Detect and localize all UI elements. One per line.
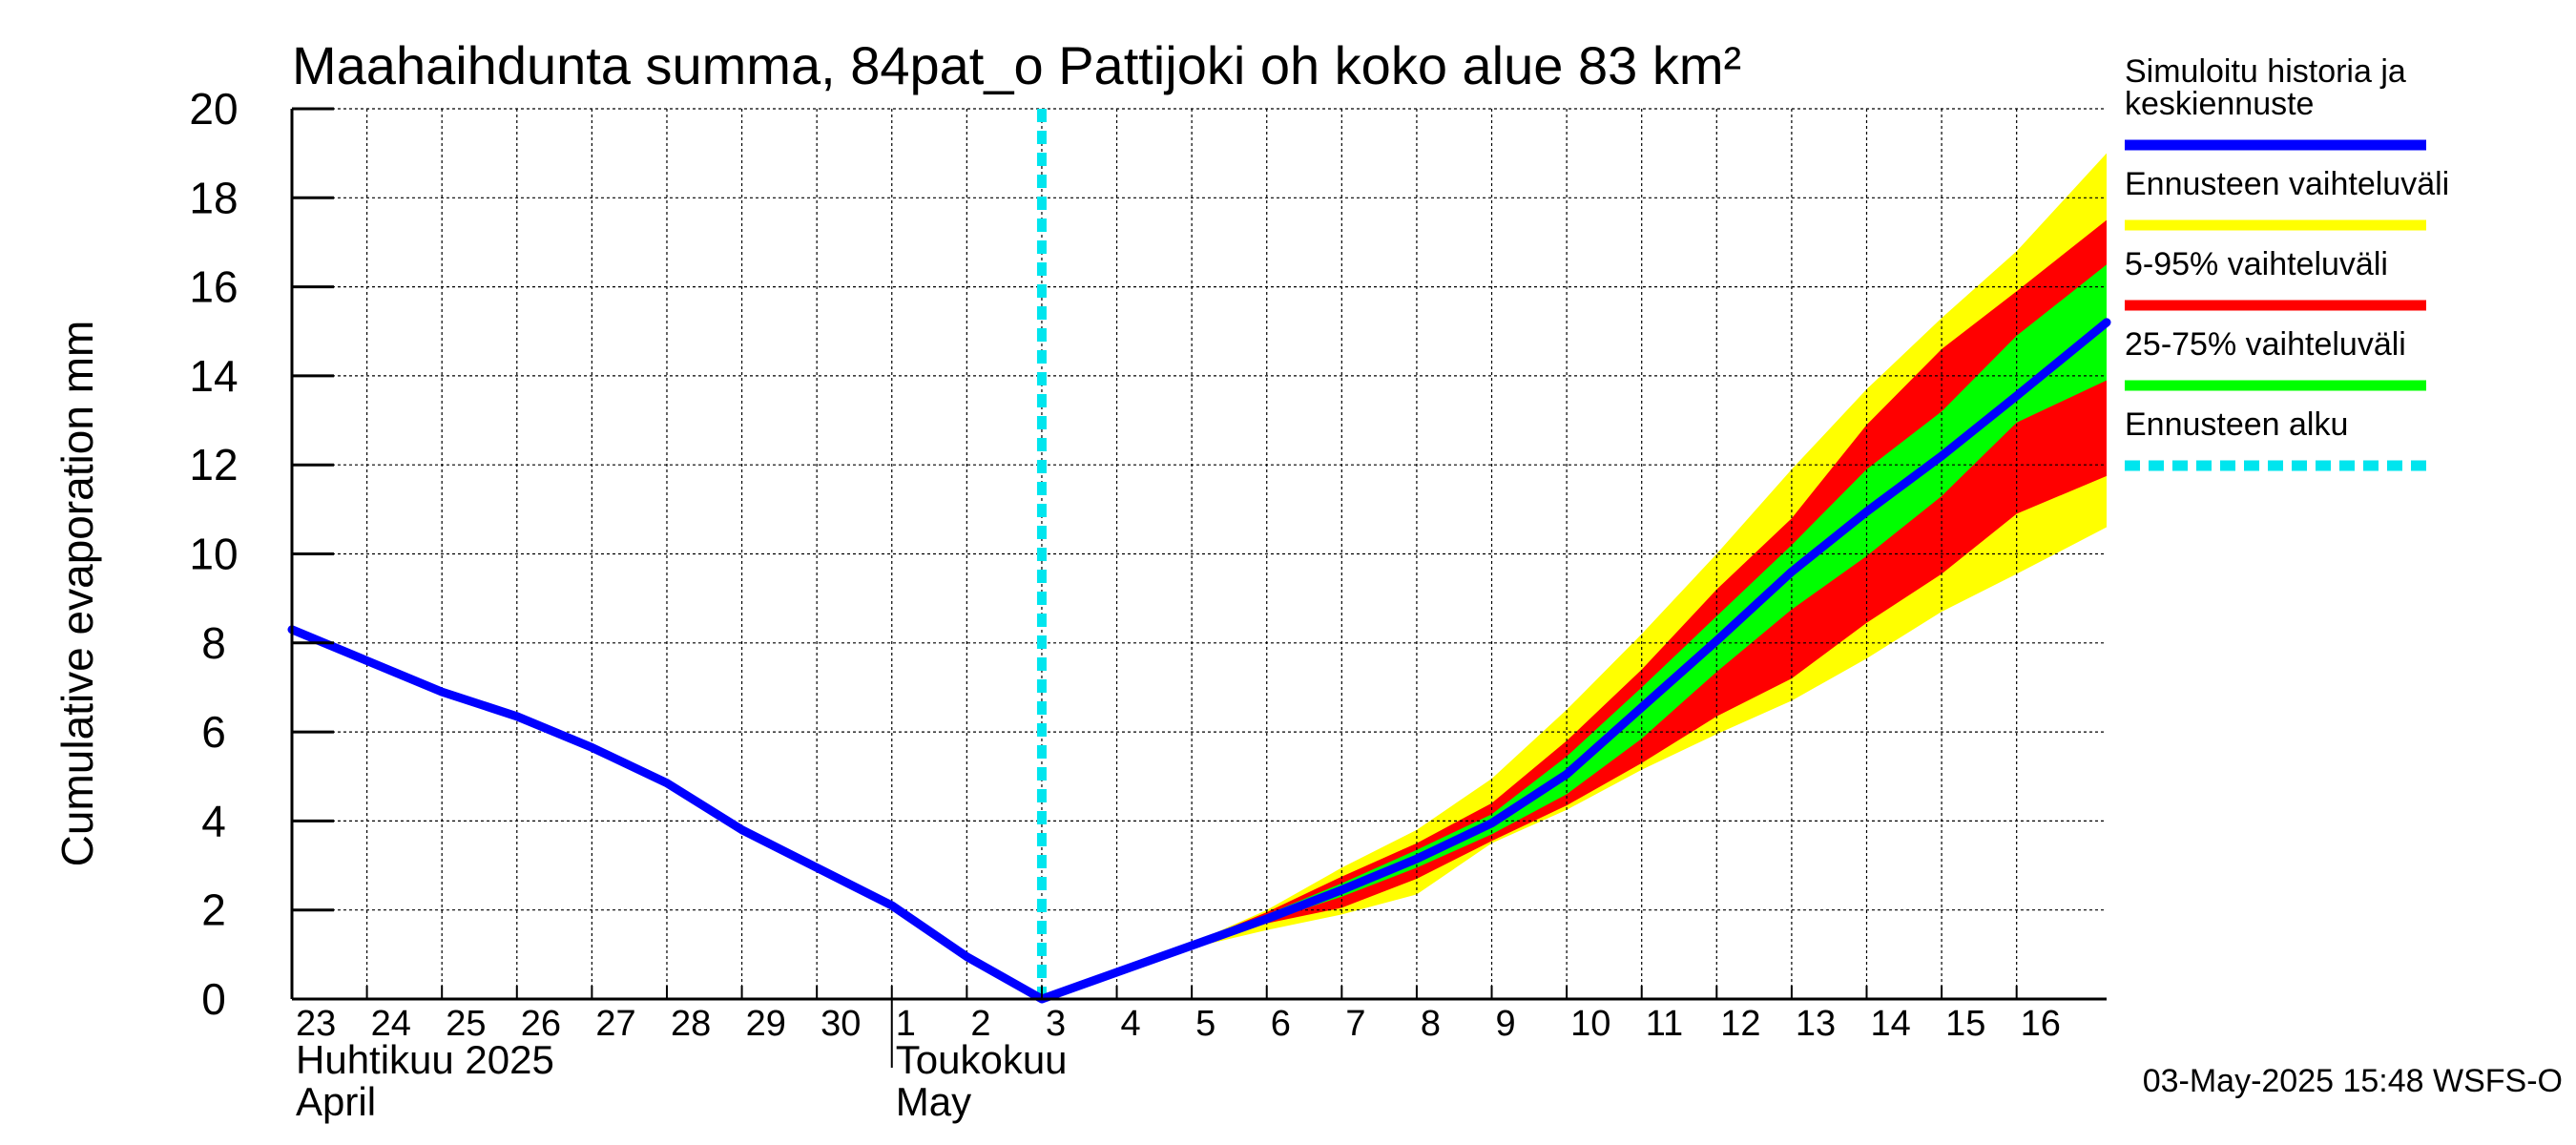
forecast-bands <box>1192 153 2107 948</box>
series-line-0 <box>287 318 2111 1004</box>
y-tick-label: 18 <box>189 173 238 222</box>
month-label-en: April <box>296 1079 376 1124</box>
x-tick-label: 7 <box>1345 1004 1365 1044</box>
y-tick-label: 4 <box>201 796 226 845</box>
x-tick-label: 14 <box>1870 1004 1910 1044</box>
axes <box>290 107 2107 1068</box>
month-label-en: May <box>896 1079 971 1124</box>
x-tick-label: 6 <box>1271 1004 1291 1044</box>
legend-label: keskiennuste <box>2125 86 2314 122</box>
x-tick-label: 5 <box>1195 1004 1215 1044</box>
y-tick-label: 6 <box>201 707 226 757</box>
legend-label: 25-75% vaihteluväli <box>2125 326 2406 363</box>
month-label-fi: Toukokuu <box>896 1037 1068 1082</box>
legend-label: 5-95% vaihteluväli <box>2125 246 2388 282</box>
y-tick-label: 20 <box>189 84 238 134</box>
y-tick-label: 8 <box>201 618 226 668</box>
x-tick-label: 28 <box>671 1004 711 1044</box>
y-tick-labels: 0 2 4 6 8 10 12 14 16 18 20 <box>189 84 238 1024</box>
gridlines <box>291 108 2107 1000</box>
y-tick-label: 10 <box>189 530 238 579</box>
x-tick-label: 23 <box>296 1004 336 1044</box>
x-tick-label: 24 <box>371 1004 411 1044</box>
y-tick-label: 14 <box>189 351 238 401</box>
x-tick-label: 11 <box>1646 1004 1683 1044</box>
y-tick-label: 12 <box>189 440 238 489</box>
month-label-fi: Huhtikuu 2025 <box>296 1037 554 1082</box>
x-tick-label: 9 <box>1496 1004 1516 1044</box>
y-tick-label: 2 <box>201 885 226 935</box>
x-tick-label: 3 <box>1046 1004 1066 1044</box>
y-tick-label: 0 <box>201 974 226 1024</box>
x-tick-label: 26 <box>521 1004 561 1044</box>
band-1 <box>1192 219 2107 948</box>
x-tick-label: 1 <box>896 1004 916 1044</box>
x-tick-label: 13 <box>1796 1004 1836 1044</box>
x-tick-label: 12 <box>1720 1004 1760 1044</box>
legend-label: Ennusteen vaihteluväli <box>2125 166 2449 202</box>
x-tick-label: 27 <box>595 1004 635 1044</box>
x-tick-label: 16 <box>2021 1004 2061 1044</box>
x-tick-labels: 23 24 25 26 27 28 29 30 1 2 3 4 5 6 7 8 9 10 11 12 13 14 15 16 <box>296 1004 2061 1044</box>
y-axis-label: Cumulative evaporation mm <box>52 321 102 867</box>
chart-title: Maahaihdunta summa, 84pat_o Pattijoki oh… <box>292 35 1741 95</box>
x-tick-label: 29 <box>746 1004 786 1044</box>
series-lines <box>287 109 2111 1004</box>
x-tick-label: 15 <box>1945 1004 1985 1044</box>
legend-label: Simuloitu historia ja <box>2125 53 2406 90</box>
x-tick-label: 30 <box>821 1004 861 1044</box>
x-tick-label: 8 <box>1421 1004 1441 1044</box>
y-tick-label: 16 <box>189 262 238 312</box>
x-tick-label: 25 <box>446 1004 486 1044</box>
x-tick-label: 2 <box>970 1004 990 1044</box>
legend-label: Ennusteen alku <box>2125 406 2348 443</box>
x-tick-label: 4 <box>1121 1004 1141 1044</box>
timestamp: 03-May-2025 15:48 WSFS-O <box>2143 1063 2563 1099</box>
x-tick-label: 10 <box>1570 1004 1610 1044</box>
